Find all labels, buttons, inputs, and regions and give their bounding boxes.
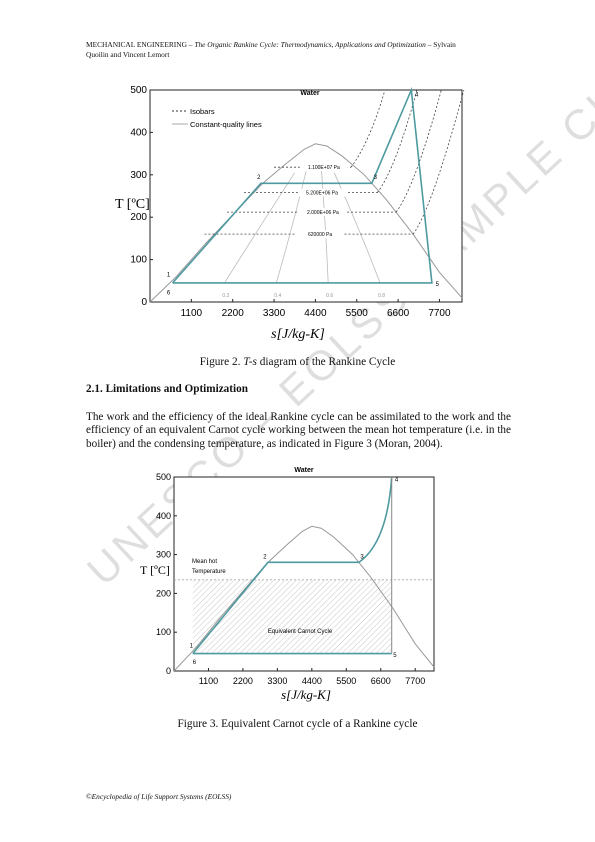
state-point-label: 1	[190, 644, 194, 650]
y-tick-label: 400	[130, 127, 147, 138]
state-point-label: 2	[257, 175, 261, 181]
state-point-label: 6	[167, 290, 171, 296]
legend-isobars: Isobars	[190, 107, 215, 116]
figure-3-caption: Figure 3. Equivalent Carnot cycle of a R…	[177, 718, 418, 730]
y-tick-label: 200	[156, 588, 171, 598]
isobar-superheat	[350, 89, 386, 168]
y-tick-label: 100	[156, 627, 171, 637]
quality-label: 0.2	[222, 293, 229, 299]
header-dash-2: – Sylvain	[425, 40, 456, 49]
state-point-label: 3	[360, 554, 364, 560]
y-tick-label: 0	[166, 666, 171, 676]
state-point-label: 1	[167, 273, 171, 279]
isobar-label-bg	[299, 163, 348, 172]
state-point-label: 2	[263, 554, 267, 560]
x-tick-label: 4400	[302, 676, 322, 686]
saturation-dome	[149, 143, 463, 303]
y-tick-label: 100	[130, 255, 147, 266]
y-tick-label: 500	[130, 85, 147, 96]
isobar-superheat	[412, 89, 465, 235]
x-axis-label: s[J/kg-K]	[271, 327, 325, 342]
isobar-label-bg	[297, 188, 346, 197]
equivalent-carnot-area	[192, 579, 392, 654]
legend-quality: Constant-quality lines	[190, 120, 262, 129]
quality-line	[224, 172, 296, 284]
carnot-label: Equivalent Carnot Cycle	[268, 629, 333, 635]
x-tick-label: 1100	[181, 308, 203, 319]
chart-title: Water	[294, 467, 313, 474]
isobar-label: 2.000E+06 Pa	[307, 210, 339, 216]
state-point-label: 4	[415, 92, 419, 98]
quality-label: 0.4	[274, 293, 281, 299]
state-point-label: 5	[436, 282, 440, 288]
rankine-cycle-path	[172, 86, 433, 284]
x-tick-label: 3300	[267, 676, 287, 686]
state-point-label: 5	[393, 653, 397, 659]
x-tick-label: 1100	[199, 676, 218, 686]
quality-line	[275, 164, 309, 284]
quality-line	[333, 172, 381, 284]
y-tick-label: 200	[130, 212, 147, 223]
y-tick-label: 400	[156, 511, 171, 521]
isobar-label: 5.200E+06 Pa	[306, 191, 338, 197]
isobar-superheat	[395, 89, 442, 213]
saturation-dome	[173, 525, 435, 672]
y-tick-label: 0	[141, 297, 147, 308]
page-footer: ©Encyclopedia of Life Support Systems (E…	[86, 792, 232, 801]
x-axis-label: s[J/kg-K]	[281, 687, 331, 702]
chart-title: Water	[300, 90, 319, 97]
x-tick-label: 5500	[346, 308, 369, 319]
caption-prefix: Figure 2.	[199, 356, 244, 368]
x-tick-label: 6600	[387, 308, 410, 319]
body-paragraph: The work and the efficiency of the ideal…	[86, 411, 511, 450]
quality-label: 0.8	[378, 293, 385, 299]
y-tick-label: 500	[156, 472, 171, 482]
ts-diagram-figure: Water 0 100 200 300 400 500 1100 2200 3300 4400 5…	[115, 85, 465, 342]
state-point-label: 6	[193, 660, 197, 666]
x-tick-label: 2200	[222, 308, 245, 319]
x-tick-label: 7700	[428, 308, 451, 319]
y-tick-label: 300	[130, 170, 147, 181]
quality-label: 0.6	[326, 293, 333, 299]
mean-hot-label-1: Mean hot	[192, 559, 217, 565]
isobar-label-bg	[298, 208, 347, 217]
caption-ts: T-s	[243, 356, 257, 368]
state-point-label: 3	[374, 175, 378, 181]
quality-line	[320, 164, 329, 283]
x-tick-label: 6600	[371, 676, 391, 686]
y-axis-label: T [ºC]	[115, 197, 150, 212]
isobar-label: 1.100E+07 Pa	[308, 165, 340, 171]
x-tick-label: 2200	[233, 676, 253, 686]
page-header: MECHANICAL ENGINEERING – The Organic Ran…	[86, 40, 526, 60]
x-tick-label: 5500	[336, 676, 356, 686]
x-tick-label: 3300	[263, 308, 286, 319]
chart-legend: Isobars Constant-quality lines	[172, 107, 262, 129]
isobar-label: 620000 Pa	[308, 232, 332, 238]
header-authors: Quoilin and Vincent Lemort	[86, 50, 170, 59]
x-tick-label: 7700	[405, 676, 425, 686]
mean-hot-label-2: Temperature	[192, 569, 226, 575]
header-title: The Organic Rankine Cycle: Thermodynamic…	[194, 40, 426, 49]
x-tick-label: 4400	[304, 308, 327, 319]
header-prefix: MECHANICAL ENGINEERING	[86, 40, 187, 49]
isobar-label-bg	[296, 230, 345, 239]
rankine-cycle-path	[192, 476, 393, 655]
figure-2-caption: Figure 2. T-s diagram of the Rankine Cyc…	[0, 356, 595, 368]
y-axis-label: T [ºC]	[140, 563, 170, 577]
y-tick-label: 300	[156, 550, 171, 560]
caption-suffix: diagram of the Rankine Cycle	[256, 356, 396, 368]
carnot-diagram-figure: Water 0 100 200 300 400 500 1100 2200 3300 4400 5…	[140, 467, 435, 702]
header-dash: –	[186, 40, 195, 49]
section-heading: 2.1. Limitations and Optimization	[86, 383, 248, 395]
state-point-label: 4	[395, 478, 399, 484]
